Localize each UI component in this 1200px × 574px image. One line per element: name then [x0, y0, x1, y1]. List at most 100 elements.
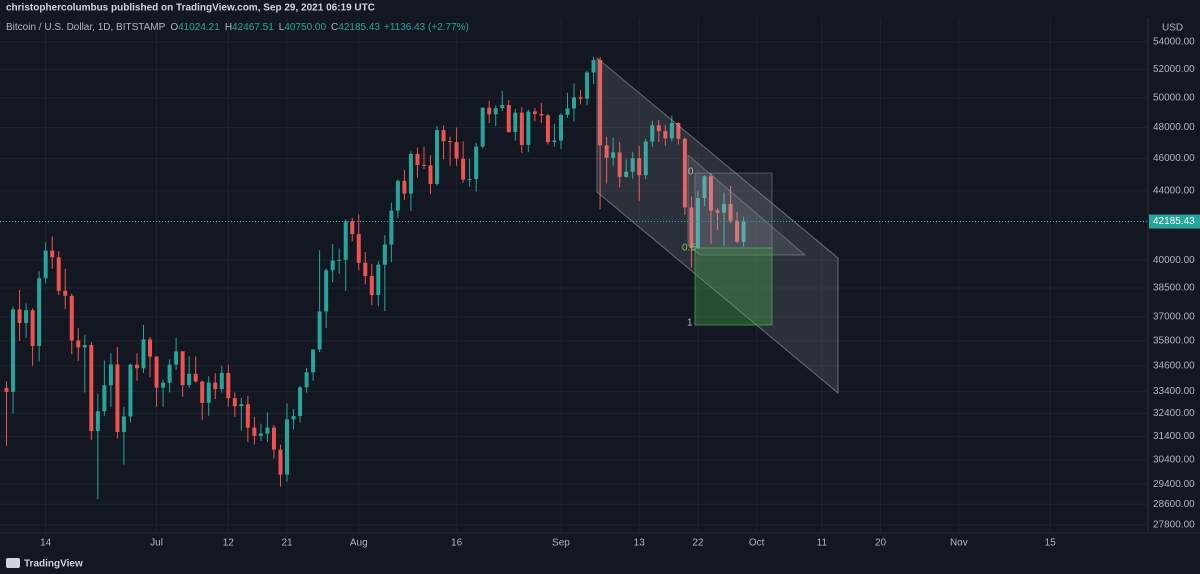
- candle-body: [565, 108, 570, 115]
- candle-body: [526, 111, 531, 145]
- y-tick-label: 46000.00: [1153, 153, 1195, 164]
- x-tick-label: 11: [817, 538, 828, 549]
- candle-body: [141, 339, 146, 369]
- x-tick-label: 13: [634, 538, 646, 549]
- candle-body: [513, 112, 518, 132]
- x-tick-label: Jul: [150, 538, 163, 549]
- candle-body: [689, 207, 694, 248]
- candle-body: [441, 130, 446, 142]
- legend-value: 42467.51: [232, 22, 274, 33]
- x-tick-label: Sep: [552, 538, 570, 549]
- x-tick-label: Oct: [749, 538, 765, 549]
- y-tick-label: 38500.00: [1153, 283, 1195, 294]
- y-tick-label: 33400.00: [1153, 386, 1195, 397]
- y-tick-label: 48000.00: [1153, 122, 1195, 133]
- candle-body: [356, 234, 361, 263]
- grid: [0, 18, 1148, 533]
- y-tick-label: 54000.00: [1153, 36, 1195, 47]
- candle-body: [213, 382, 218, 390]
- candle-body: [572, 97, 576, 109]
- candle-body: [226, 372, 231, 399]
- y-tick-label: 29400.00: [1153, 479, 1195, 490]
- candle-body: [611, 152, 616, 158]
- drawing-label: 0: [688, 167, 694, 178]
- candle-body: [200, 381, 205, 403]
- candle-body: [174, 351, 179, 365]
- candle-body: [454, 142, 459, 159]
- candle-body: [239, 404, 244, 407]
- candle-body: [722, 204, 727, 213]
- last-price-tag: [1149, 214, 1200, 229]
- candle-body: [298, 387, 303, 416]
- candle-body: [487, 107, 492, 115]
- candle-body: [643, 141, 648, 176]
- y-tick-label: 31400.00: [1153, 431, 1195, 442]
- candle-body: [650, 125, 655, 142]
- fib-box: [694, 172, 773, 249]
- candle-body: [121, 416, 126, 432]
- last-price-label: 42185.43: [1153, 216, 1195, 227]
- candle-body: [11, 309, 16, 392]
- candle-body: [252, 427, 257, 436]
- legend-change: +1136.43 (+2.77%): [384, 22, 469, 33]
- candle-body: [337, 259, 342, 261]
- long-position-box: [694, 247, 773, 326]
- candle-body: [728, 204, 733, 221]
- candle-body: [245, 404, 250, 428]
- y-tick-label: 44000.00: [1153, 186, 1195, 197]
- publisher: christophercolumbus published on Trading…: [6, 3, 375, 14]
- candle-body: [128, 364, 133, 417]
- candle-body: [76, 340, 81, 348]
- candle-body: [24, 310, 29, 324]
- candle-body: [545, 115, 550, 143]
- candle-body: [741, 221, 746, 242]
- candle-body: [37, 278, 42, 347]
- candle-body: [552, 140, 557, 143]
- candle-body: [656, 125, 661, 132]
- brand: TradingView: [24, 559, 83, 570]
- candle-body: [630, 158, 635, 172]
- candle-body: [43, 250, 48, 279]
- candle-body: [271, 427, 276, 450]
- candle-body: [585, 72, 590, 99]
- x-tick-label: 16: [451, 538, 463, 549]
- legend-value: 40750.00: [284, 22, 326, 33]
- candle-body: [161, 382, 166, 388]
- footer-bar: [0, 552, 1200, 574]
- candle-body: [304, 372, 309, 388]
- candle-body: [519, 112, 524, 145]
- candle-body: [389, 210, 394, 245]
- candle-body: [474, 146, 479, 180]
- candle-body: [134, 364, 139, 369]
- candle-body: [278, 449, 283, 475]
- legend-key: C: [331, 22, 338, 33]
- candle-body: [461, 158, 466, 180]
- legend-key: L: [279, 22, 285, 33]
- candle-body: [408, 153, 413, 194]
- candle-body: [4, 387, 9, 392]
- candle-body: [363, 262, 368, 277]
- y-tick-label: 52000.00: [1153, 64, 1195, 75]
- candle-body: [258, 433, 263, 436]
- y-tick-label: 30400.00: [1153, 455, 1195, 466]
- candle-body: [69, 295, 74, 341]
- candle-body: [193, 373, 198, 382]
- candles: [4, 56, 746, 500]
- candle-body: [506, 105, 511, 132]
- candle-body: [206, 382, 211, 403]
- y-tick-label: 34600.00: [1153, 360, 1195, 371]
- x-tick-label: 12: [223, 538, 235, 549]
- candle-body: [676, 123, 681, 139]
- y-tick-label: 37000.00: [1153, 312, 1195, 323]
- y-tick-label: 35800.00: [1153, 336, 1195, 347]
- candle-body: [89, 344, 94, 432]
- candle-body: [232, 398, 237, 407]
- x-tick-label: 21: [281, 538, 293, 549]
- candle-body: [663, 131, 668, 139]
- y-tick-label: 50000.00: [1153, 92, 1195, 103]
- candle-body: [637, 158, 642, 176]
- candle-body: [82, 344, 87, 348]
- candle-body: [480, 107, 485, 147]
